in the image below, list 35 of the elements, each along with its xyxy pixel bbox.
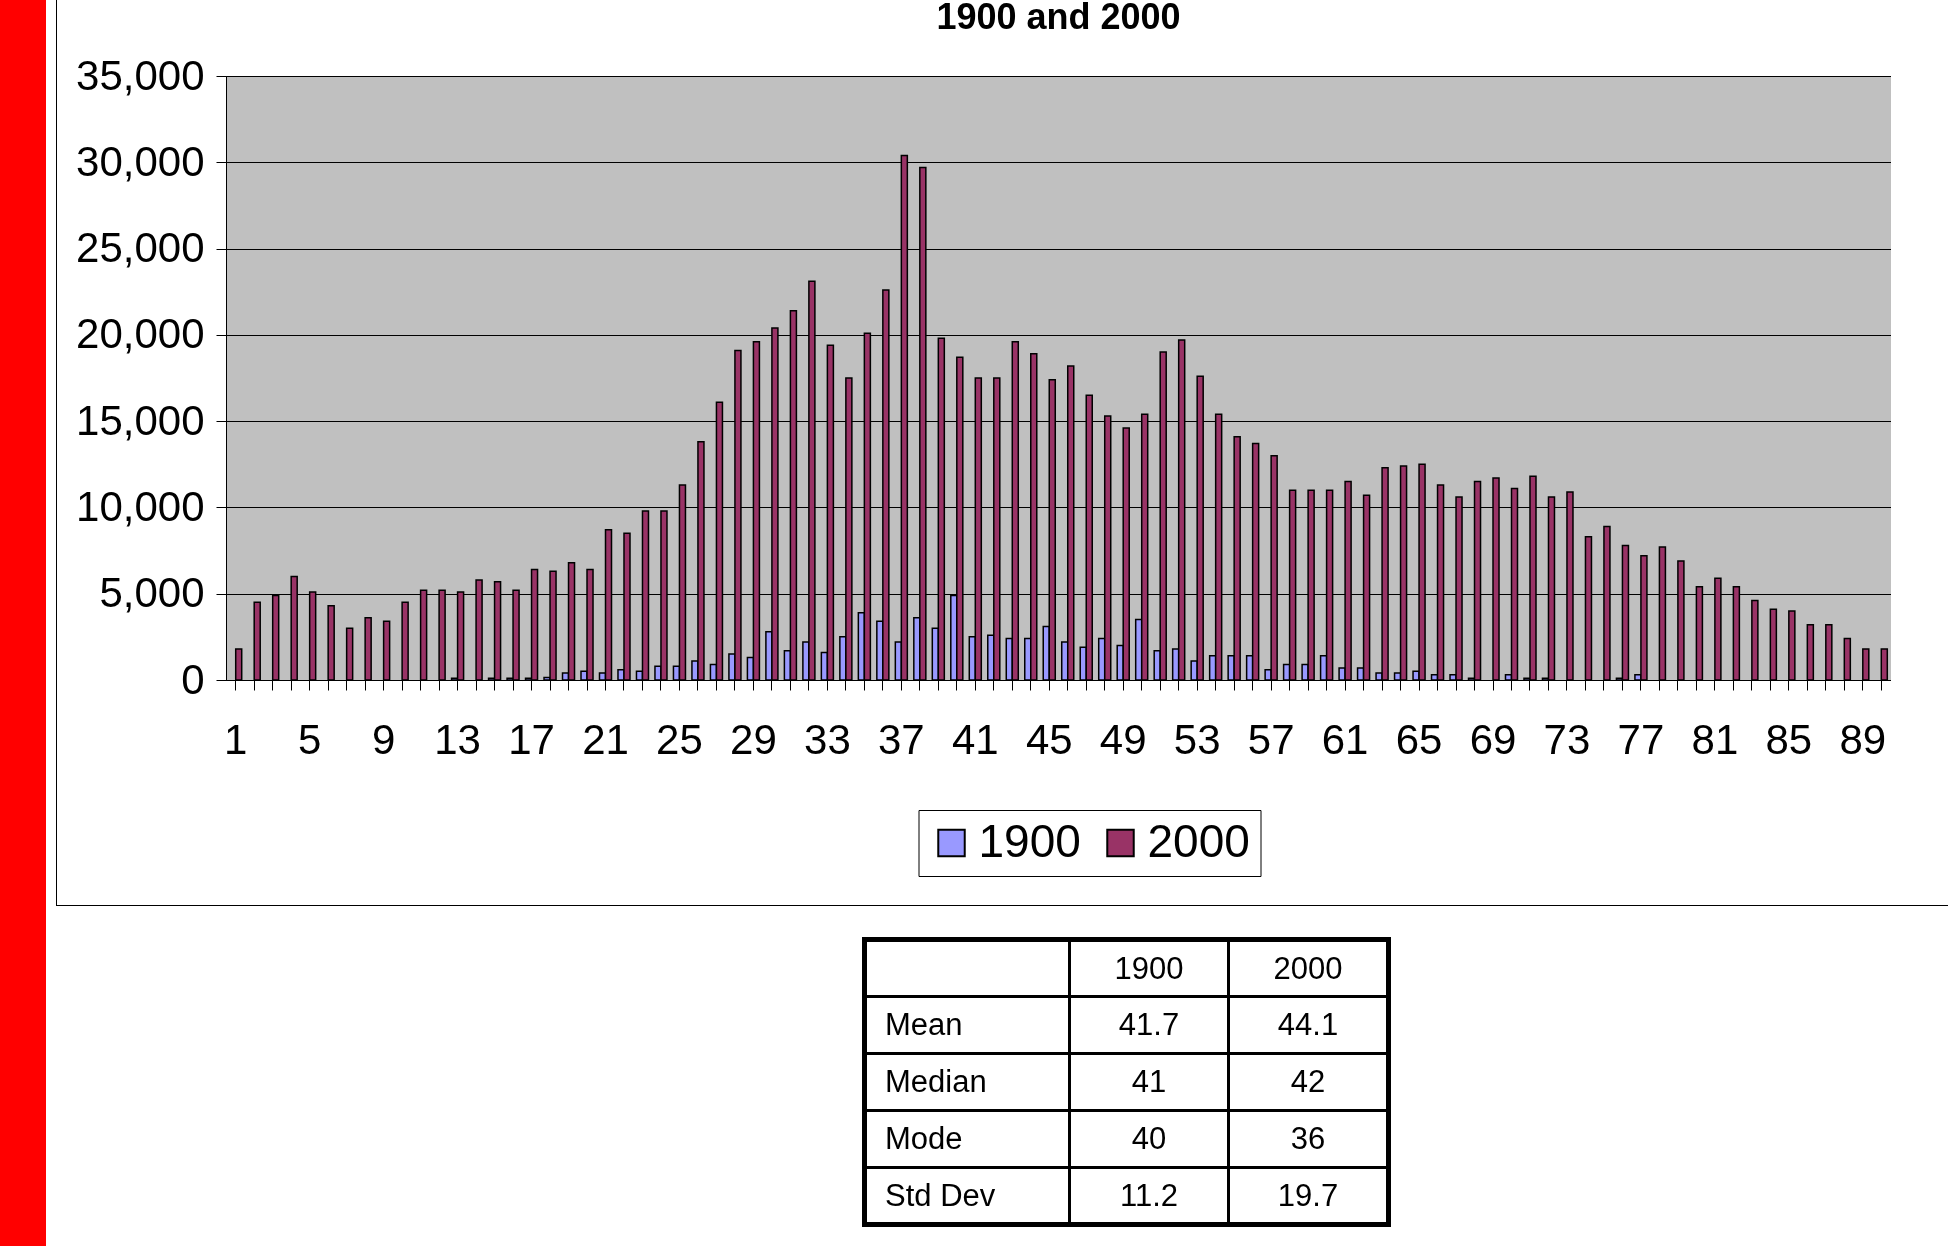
x-tick-label: 1 — [224, 715, 248, 763]
x-tick-label: 21 — [582, 715, 629, 763]
x-tick-label: 57 — [1247, 715, 1295, 763]
x-tick-label: 89 — [1839, 715, 1887, 763]
x-tick-label: 85 — [1765, 715, 1813, 763]
x-tick-label: 29 — [730, 715, 777, 763]
y-tick-label: 30,000 — [76, 137, 205, 185]
x-tick-label: 49 — [1099, 715, 1147, 763]
x-tick-label: 25 — [656, 715, 703, 763]
x-tick-label: 61 — [1321, 715, 1369, 763]
x-tick-label: 65 — [1395, 715, 1443, 763]
x-tick-label: 81 — [1691, 715, 1739, 763]
x-tick-label: 41 — [951, 715, 999, 763]
y-tick-label: 5,000 — [99, 569, 205, 617]
x-tick-label: 13 — [434, 715, 481, 763]
x-tick-label: 45 — [1025, 715, 1073, 763]
y-tick-label: 25,000 — [76, 224, 205, 272]
x-tick-label: 77 — [1617, 715, 1665, 763]
y-tick-label: 15,000 — [76, 396, 205, 444]
legend-label: 2000 — [1147, 815, 1250, 867]
y-tick-label: 35,000 — [76, 51, 205, 99]
x-tick-label: 53 — [1173, 715, 1221, 763]
legend-label: 1900 — [978, 815, 1081, 867]
x-tick-label: 69 — [1469, 715, 1517, 763]
x-tick-label: 9 — [371, 715, 396, 763]
y-tick-label: 10,000 — [76, 482, 205, 530]
x-tick-label: 73 — [1543, 715, 1591, 763]
chart-title: 1900 and 2000 — [936, 0, 1181, 37]
x-tick-label: 17 — [508, 715, 555, 763]
y-tick-label: 20,000 — [76, 310, 205, 358]
x-tick-label: 5 — [297, 715, 322, 763]
x-tick-label: 37 — [877, 715, 925, 763]
y-tick-label: 0 — [181, 655, 205, 703]
x-tick-label: 33 — [804, 715, 851, 763]
stats-table: 1900 2000 Mean 41.7 44.1 Median 41 42 Mode 40 36 Std Dev 11.2 19.7 — [862, 937, 1391, 1227]
